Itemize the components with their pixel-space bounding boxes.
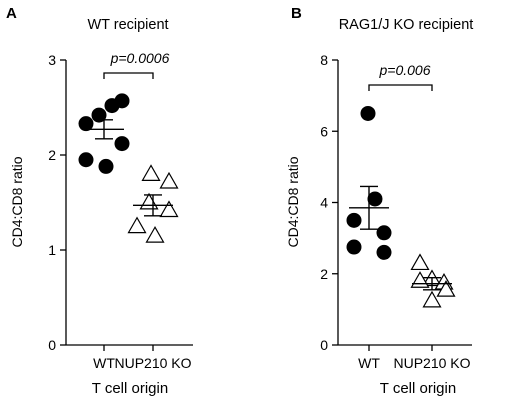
- data-point-b: [346, 239, 362, 255]
- panel-letter-b: B: [291, 5, 302, 22]
- x-tick-label-a: NUP210 KO: [114, 355, 191, 371]
- data-point-b: [410, 271, 430, 288]
- data-point-a: [114, 136, 130, 152]
- chart-title-a: WT recipient: [87, 17, 168, 33]
- data-point-a: [127, 216, 147, 234]
- x-tick-label-b: NUP210 KO: [393, 355, 470, 371]
- panel-letter-a: A: [6, 5, 17, 22]
- panel-b: B RAG1/J KO recipient CD4:CD8 ratio T ce…: [285, 5, 473, 397]
- data-point-a: [78, 116, 94, 132]
- data-point-b: [376, 244, 392, 260]
- data-point-b: [422, 290, 442, 308]
- data-point-a: [159, 171, 179, 189]
- x-tick-label-b: WT: [358, 355, 380, 371]
- data-point-b: [346, 212, 362, 228]
- data-point-a: [98, 158, 114, 174]
- chart-title-b: RAG1/J KO recipient: [339, 17, 474, 33]
- y-axis-label-a: CD4:CD8 ratio: [9, 156, 25, 247]
- y-tick-label-b: 0: [320, 337, 328, 353]
- data-point-a: [139, 192, 159, 210]
- data-point-b: [410, 253, 430, 271]
- significance-bracket-a: [103, 72, 154, 79]
- panel-a: A WT recipient CD4:CD8 ratio T cell orig…: [6, 5, 193, 397]
- y-tick-label-a: 0: [48, 337, 56, 353]
- data-point-a: [159, 200, 179, 218]
- data-point-a: [91, 107, 107, 123]
- data-point-a: [145, 226, 165, 243]
- p-value-a: p=0.0006: [110, 50, 170, 66]
- data-point-b: [367, 191, 383, 207]
- significance-bracket-b: [368, 84, 433, 91]
- x-tick-label-a: WT: [93, 355, 115, 371]
- data-point-b: [436, 280, 456, 297]
- x-axis-label-b: T cell origin: [380, 380, 456, 397]
- y-axis-label-b: CD4:CD8 ratio: [285, 156, 301, 247]
- y-tick-label-b: 6: [320, 123, 328, 139]
- data-point-a: [78, 152, 94, 168]
- y-tick-label-a: 3: [48, 52, 56, 68]
- y-tick-label-b: 2: [320, 266, 328, 282]
- x-axis-label-a: T cell origin: [92, 380, 168, 397]
- y-tick-label-b: 8: [320, 52, 328, 68]
- data-point-a: [114, 93, 130, 109]
- y-tick-label-a: 1: [48, 242, 56, 258]
- data-point-b: [360, 105, 376, 121]
- y-tick-label-a: 2: [48, 147, 56, 163]
- y-tick-label-b: 4: [320, 195, 328, 211]
- p-value-b: p=0.006: [379, 62, 431, 78]
- data-point-b: [376, 225, 392, 241]
- data-point-a: [141, 164, 161, 181]
